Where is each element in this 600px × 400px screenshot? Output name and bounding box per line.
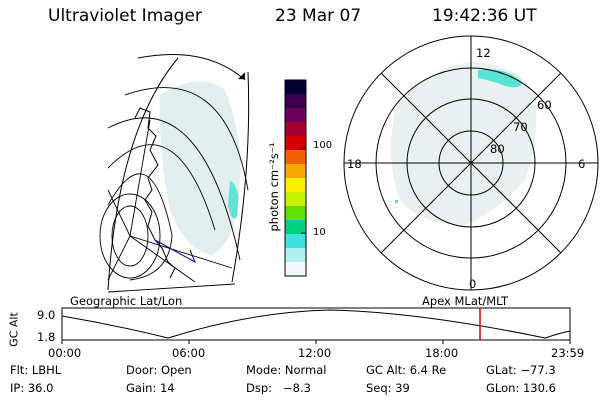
info-dsp: Dsp: −8.3	[246, 381, 311, 395]
lat-label-60: 60	[537, 98, 552, 112]
colorbar-stripe	[285, 234, 306, 249]
geo-grid	[99, 87, 249, 293]
x-tick-1800: 18:00	[425, 346, 459, 360]
colorbar-stripe	[285, 262, 306, 277]
colorbar-stripe	[285, 206, 306, 221]
x-tick-2359: 23:59	[551, 346, 585, 360]
mlt-label-top: 12	[476, 46, 491, 60]
altitude-curve	[61, 309, 571, 339]
info-mode: Mode: Normal	[246, 363, 327, 377]
colorbar-stripe	[285, 122, 306, 137]
colorbar-tick-10: 10	[313, 227, 326, 238]
colorbar-stripe	[285, 94, 306, 109]
info-filter: Flt: LBHL	[10, 363, 62, 377]
info-glat: GLat: −77.3	[486, 363, 556, 377]
instrument-title: Ultraviolet Imager	[48, 6, 202, 26]
time-label: 19:42:36 UT	[432, 6, 537, 26]
altitude-x-ticks	[61, 340, 571, 344]
info-seq: Seq: 39	[366, 381, 410, 395]
info-door: Door: Open	[126, 363, 192, 377]
colorbar-stripe	[285, 80, 306, 95]
colorbar-stripe	[285, 136, 306, 151]
info-gc-alt: GC Alt: 6.4 Re	[366, 363, 447, 377]
terminator-line	[154, 239, 197, 264]
colorbar-stripes	[285, 80, 306, 277]
date-label: 23 Mar 07	[275, 6, 362, 26]
colorbar-stripe	[285, 164, 306, 179]
geographic-label: Geographic Lat/Lon	[70, 294, 183, 308]
x-tick-0000: 00:00	[48, 346, 82, 360]
info-ip: IP: 36.0	[10, 381, 54, 395]
lat-label-80: 80	[490, 142, 505, 156]
y-tick-9: 9.0	[37, 308, 56, 322]
lat-label-70: 70	[513, 120, 528, 134]
colorbar-stripe	[285, 192, 306, 207]
x-tick-0600: 06:00	[172, 346, 206, 360]
y-tick-1-8: 1.8	[37, 330, 56, 344]
apex-label: Apex MLat/MLT	[422, 294, 509, 308]
colorbar-stripe	[285, 220, 306, 235]
info-glon: GLon: 130.6	[486, 381, 556, 395]
colorbar-stripe	[285, 108, 306, 123]
mlt-label-bottom: 0	[469, 277, 477, 291]
mlt-label-left: 18	[347, 157, 362, 171]
colorbar-tick-100: 100	[313, 140, 333, 151]
x-tick-1200: 12:00	[298, 346, 332, 360]
colorbar-stripe	[285, 248, 306, 263]
mlt-label-right: 6	[578, 157, 586, 171]
info-gain: Gain: 14	[126, 381, 175, 395]
colorbar-stripe	[285, 150, 306, 165]
coastline	[134, 107, 176, 279]
colorbar-stripe	[285, 178, 306, 193]
polar-grid	[343, 35, 599, 291]
uv-swath-polar	[391, 62, 537, 225]
map-marker-glyph: ◢	[238, 71, 245, 81]
uv-swath-geo	[159, 81, 241, 255]
